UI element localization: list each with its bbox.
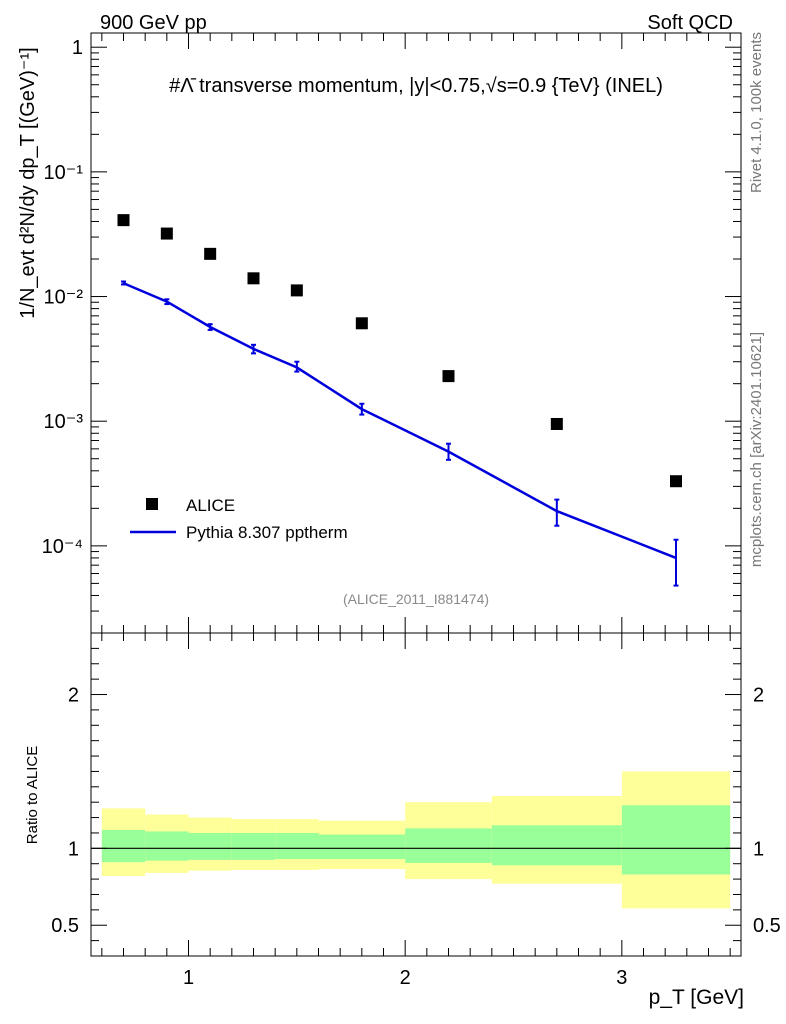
ratio-y-tick-label-right: 0.5 xyxy=(753,915,781,937)
ratio-inner-band xyxy=(275,832,319,860)
ratio-inner-band xyxy=(491,825,622,866)
rivet-label: Rivet 4.1.0, 100k events xyxy=(748,32,765,193)
alice-point xyxy=(670,475,682,488)
ratio-inner-band xyxy=(405,828,492,863)
ratio-data-layer xyxy=(91,771,741,909)
x-tick-label: 1 xyxy=(183,967,194,989)
plot-title: #Λ̄ transverse momentum, |y|<0.75,√s=0.9… xyxy=(169,75,663,97)
x-axis-title: p_T [GeV] xyxy=(649,986,744,1009)
alice-point xyxy=(550,417,563,430)
y-axis-title: 1/N_evt d²N/dy dp_T [(GeV)⁻¹] xyxy=(17,47,39,318)
y-tick-label: 10⁻³ xyxy=(44,411,84,433)
ratio-y-title: Ratio to ALICE xyxy=(24,746,41,844)
ratio-y-tick-label: 1 xyxy=(68,838,79,860)
ratio-plot: 1 2 3 0.5 0.5 1 1 2 2 xyxy=(51,632,781,989)
header-left: 900 GeV pp xyxy=(100,12,207,34)
mcplots-label: mcplots.cern.ch [arXiv:2401.10621] xyxy=(748,332,765,567)
y-tick-label: 10⁻² xyxy=(44,287,84,309)
alice-point xyxy=(160,227,173,240)
main-plot: 1 10⁻¹ 10⁻² 10⁻³ 10⁻⁴ xyxy=(42,32,742,634)
analysis-id: (ALICE_2011_I881474) xyxy=(343,591,489,607)
ratio-ticks: 1 2 3 0.5 0.5 1 1 2 2 xyxy=(51,633,781,989)
ratio-inner-band xyxy=(101,829,146,863)
y-tick-label: 10⁻⁴ xyxy=(42,536,83,558)
ratio-inner-band xyxy=(621,805,731,875)
main-ticks: 1 10⁻¹ 10⁻² 10⁻³ 10⁻⁴ xyxy=(42,33,741,634)
legend-alice-marker xyxy=(146,498,158,510)
ratio-inner-band xyxy=(145,831,189,861)
main-frame xyxy=(90,32,742,634)
ratio-y-tick-label-right: 1 xyxy=(753,838,764,860)
legend-alice-label: ALICE xyxy=(186,496,235,515)
x-tick-label: 2 xyxy=(400,967,411,989)
pythia-line xyxy=(123,282,677,560)
x-tick-label: 3 xyxy=(616,967,627,989)
alice-point xyxy=(442,370,455,383)
ratio-inner-band xyxy=(318,834,406,860)
header-right: Soft QCD xyxy=(647,12,733,34)
y-tick-label: 1 xyxy=(72,37,83,59)
legend-pythia-label: Pythia 8.307 pptherm xyxy=(186,523,348,542)
y-tick-label: 10⁻¹ xyxy=(44,162,84,184)
ratio-inner-band xyxy=(188,832,232,860)
legend: ALICE Pythia 8.307 pptherm xyxy=(130,496,348,542)
ratio-y-tick-label-right: 2 xyxy=(753,685,764,707)
ratio-frame xyxy=(90,632,742,957)
alice-point xyxy=(355,317,368,330)
alice-point xyxy=(290,284,303,297)
ratio-inner-band xyxy=(231,832,276,860)
ratio-y-tick-label: 2 xyxy=(68,685,79,707)
alice-point xyxy=(247,272,260,285)
alice-point xyxy=(117,214,130,227)
ratio-y-tick-label: 0.5 xyxy=(51,915,79,937)
main-data-layer xyxy=(117,214,682,587)
alice-point xyxy=(204,247,217,260)
